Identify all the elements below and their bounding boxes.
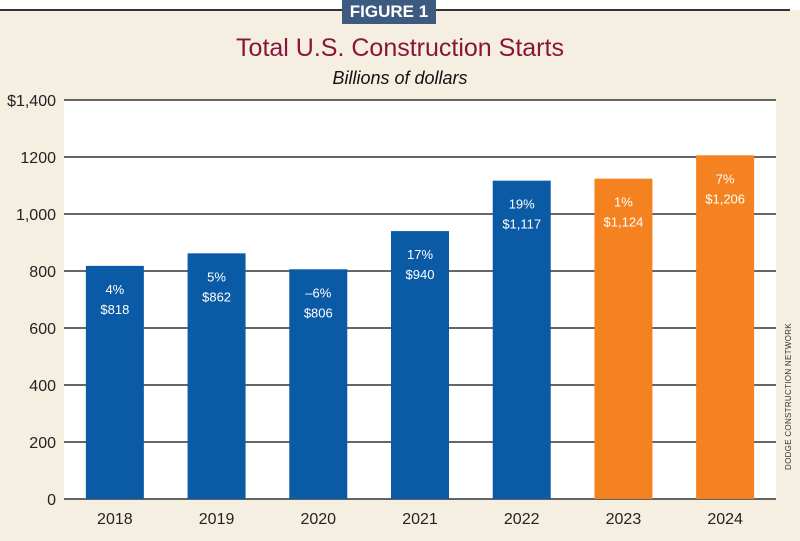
bar-2020 [289,269,348,499]
y-tick-label: 400 [29,378,56,395]
x-tick-label: 2019 [199,511,235,528]
pct-label: 5% [207,269,226,284]
bar-2018 [85,265,144,499]
pct-label: 19% [509,197,535,212]
bar-2022 [492,180,551,499]
value-label: $1,117 [502,217,541,232]
x-tick-label: 2018 [97,511,133,528]
chart-subtitle: Billions of dollars [332,68,468,88]
x-tick-label: 2020 [300,511,336,528]
value-label: $806 [304,305,333,320]
pct-label: –6% [305,285,331,300]
value-label: $940 [406,267,435,282]
chart-title: Total U.S. Construction Starts [236,34,564,62]
value-label: $818 [100,302,129,317]
y-tick-label: 1,000 [16,207,56,224]
value-label: $1,124 [604,215,644,230]
bar-2019 [187,253,246,499]
y-tick-label: 0 [47,492,56,509]
pct-label: 17% [407,247,433,262]
bar-2021 [391,231,449,499]
value-label: $862 [202,289,231,304]
x-tick-label: 2024 [707,511,743,528]
y-tick-label: 600 [29,321,56,338]
pct-label: 1% [614,195,633,210]
source-credit: DODGE CONSTRUCTION NETWORK [784,323,793,470]
bar-2023 [594,178,653,499]
x-tick-label: 2021 [402,511,438,528]
y-tick-label: 800 [29,264,56,281]
pct-label: 7% [716,171,735,186]
y-tick-label: 200 [29,435,56,452]
x-tick-label: 2022 [504,511,540,528]
x-tick-label: 2023 [606,511,642,528]
bar-2024 [696,155,755,500]
value-label: $1,206 [705,191,745,206]
pct-label: 4% [105,282,124,297]
figure-label: FIGURE 1 [342,0,436,24]
y-tick-label: 1200 [20,150,56,167]
y-tick-label: $1,400 [7,93,56,110]
